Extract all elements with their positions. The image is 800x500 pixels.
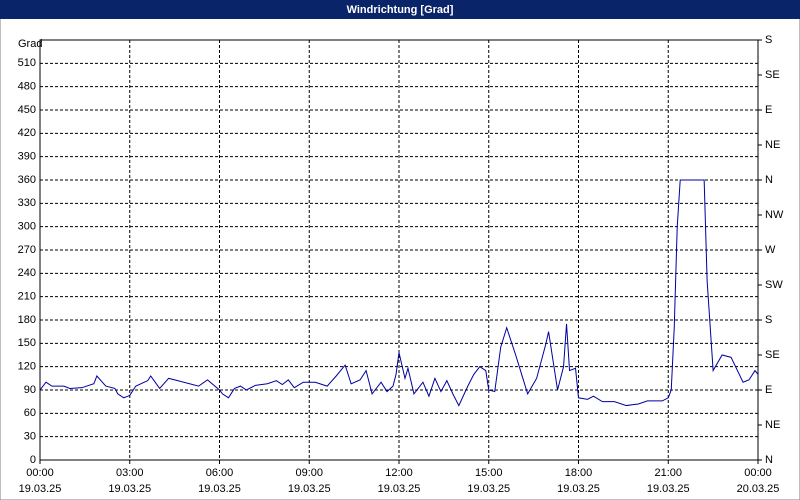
x-tick-date: 19.03.25 [19, 483, 62, 495]
x-tick-date: 20.03.25 [737, 483, 780, 495]
y-tick-label: 450 [18, 104, 36, 116]
y-tick-label: 480 [18, 81, 36, 93]
y-tick-label: 180 [18, 314, 36, 326]
y2-tick-label: SE [765, 349, 780, 361]
x-tick-label: 06:00 [206, 467, 234, 479]
x-tick-label: 09:00 [295, 467, 323, 479]
y-tick-label: 420 [18, 127, 36, 139]
y2-tick-label: NE [765, 139, 780, 151]
x-tick-date: 19.03.25 [288, 483, 331, 495]
title-bar [0, 0, 800, 19]
y2-tick-label: E [765, 384, 772, 396]
y-axis-label: Grad [18, 38, 42, 50]
y-tick-label: 270 [18, 244, 36, 256]
y2-tick-label: W [765, 244, 776, 256]
y-tick-label: 0 [30, 454, 36, 466]
chart-title: Windrichtung [Grad] [347, 4, 454, 16]
y2-tick-label: SE [765, 69, 780, 81]
x-tick-date: 19.03.25 [198, 483, 241, 495]
y2-tick-label: E [765, 104, 772, 116]
x-tick-label: 00:00 [26, 467, 54, 479]
y-tick-label: 210 [18, 291, 36, 303]
y-tick-label: 150 [18, 337, 36, 349]
y-tick-label: 60 [24, 407, 36, 419]
x-tick-label: 00:00 [744, 467, 772, 479]
y-tick-label: 240 [18, 267, 36, 279]
y2-tick-label: N [765, 454, 773, 466]
y-tick-label: 120 [18, 361, 36, 373]
x-tick-date: 19.03.25 [557, 483, 600, 495]
x-tick-label: 12:00 [385, 467, 413, 479]
x-tick-label: 03:00 [116, 467, 144, 479]
data-line [39, 179, 759, 407]
y2-tick-label: NW [765, 209, 784, 221]
x-tick-date: 19.03.25 [467, 483, 510, 495]
y-tick-label: 360 [18, 174, 36, 186]
x-tick-label: 21:00 [654, 467, 682, 479]
y2-tick-label: NE [765, 419, 780, 431]
y2-tick-label: S [765, 314, 772, 326]
y-tick-label: 510 [18, 57, 36, 69]
y2-tick-label: S [765, 34, 772, 46]
x-tick-date: 19.03.25 [647, 483, 690, 495]
y2-tick-label: N [765, 174, 773, 186]
y-tick-label: 390 [18, 151, 36, 163]
x-tick-date: 19.03.25 [108, 483, 151, 495]
y-tick-label: 90 [24, 384, 36, 396]
y-tick-label: 300 [18, 221, 36, 233]
y2-tick-label: SW [765, 279, 783, 291]
x-tick-label: 18:00 [565, 467, 593, 479]
y-tick-label: 30 [24, 431, 36, 443]
x-tick-date: 19.03.25 [378, 483, 421, 495]
y-tick-label: 330 [18, 197, 36, 209]
x-tick-label: 15:00 [475, 467, 503, 479]
